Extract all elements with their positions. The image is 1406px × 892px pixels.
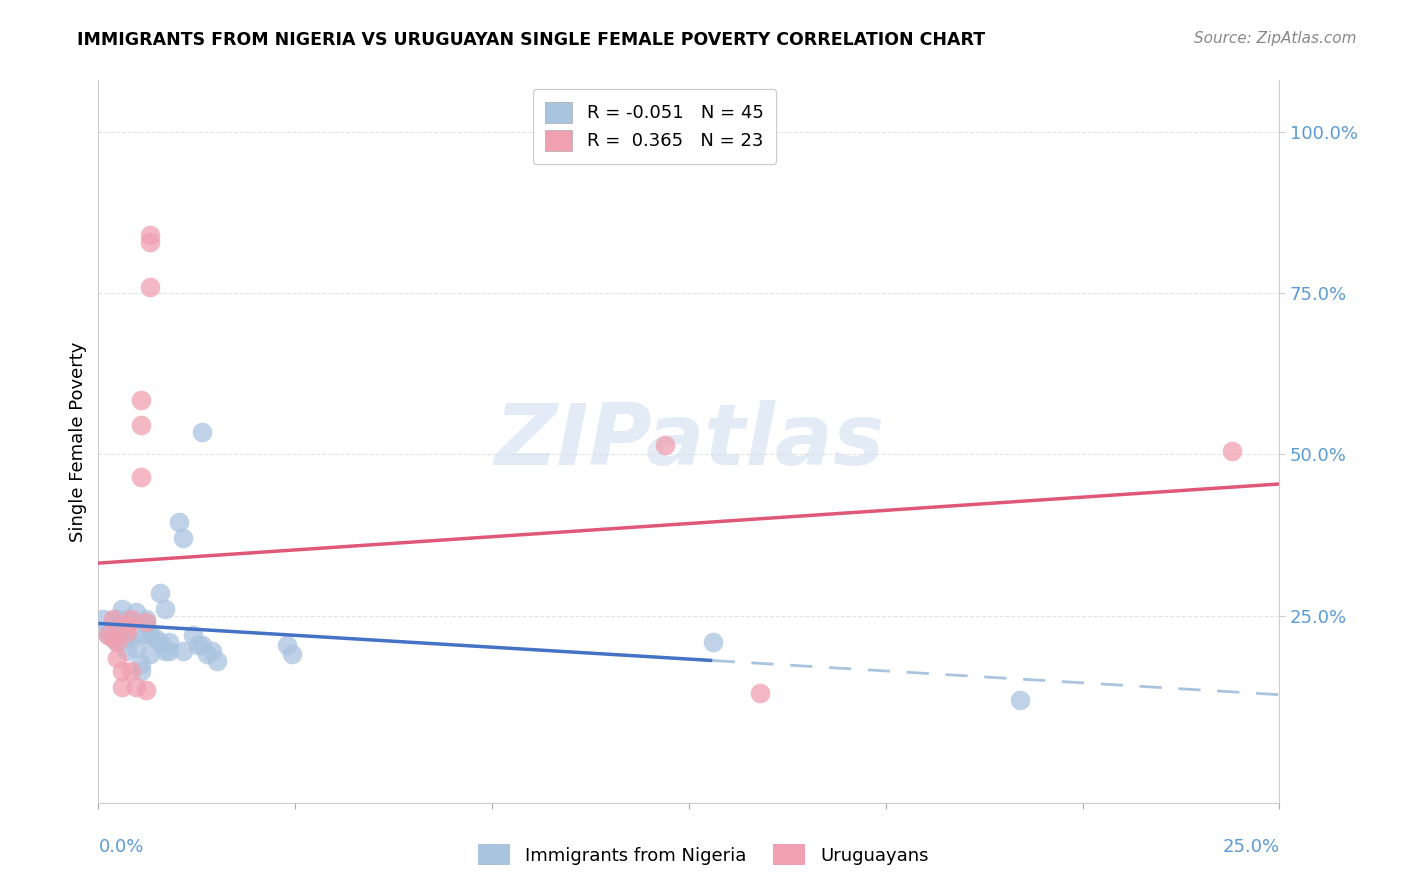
Point bbox=[195, 648, 218, 662]
Point bbox=[191, 638, 214, 652]
Point bbox=[135, 618, 157, 632]
Point bbox=[139, 235, 162, 249]
Point bbox=[121, 632, 143, 646]
Point bbox=[187, 638, 209, 652]
Point bbox=[205, 654, 228, 668]
Point bbox=[149, 586, 172, 600]
Point bbox=[181, 628, 204, 642]
Point bbox=[97, 622, 120, 636]
Text: Source: ZipAtlas.com: Source: ZipAtlas.com bbox=[1194, 31, 1357, 46]
Point bbox=[129, 470, 152, 484]
Point bbox=[101, 632, 124, 646]
Point bbox=[153, 602, 176, 616]
Point bbox=[157, 644, 180, 658]
Point bbox=[281, 648, 304, 662]
Point bbox=[115, 644, 138, 658]
Point bbox=[125, 640, 148, 655]
Point bbox=[157, 634, 180, 648]
Point bbox=[135, 682, 157, 697]
Point bbox=[654, 438, 676, 452]
Point bbox=[153, 644, 176, 658]
Point bbox=[149, 634, 172, 648]
Point bbox=[105, 650, 128, 665]
Point bbox=[139, 628, 162, 642]
Text: 0.0%: 0.0% bbox=[98, 838, 143, 856]
Text: IMMIGRANTS FROM NIGERIA VS URUGUAYAN SINGLE FEMALE POVERTY CORRELATION CHART: IMMIGRANTS FROM NIGERIA VS URUGUAYAN SIN… bbox=[77, 31, 986, 49]
Legend: R = -0.051   N = 45, R =  0.365   N = 23: R = -0.051 N = 45, R = 0.365 N = 23 bbox=[533, 89, 776, 163]
Point bbox=[172, 644, 194, 658]
Point bbox=[111, 618, 134, 632]
Text: ZIPatlas: ZIPatlas bbox=[494, 400, 884, 483]
Point bbox=[702, 634, 724, 648]
Point bbox=[143, 632, 166, 646]
Point bbox=[105, 634, 128, 648]
Point bbox=[101, 612, 124, 626]
Point bbox=[129, 664, 152, 678]
Point bbox=[111, 624, 134, 639]
Point bbox=[97, 628, 120, 642]
Point bbox=[748, 686, 770, 700]
Point bbox=[115, 618, 138, 632]
Point bbox=[121, 612, 143, 626]
Point bbox=[125, 606, 148, 620]
Point bbox=[135, 628, 157, 642]
Point bbox=[115, 628, 138, 642]
Point bbox=[101, 632, 124, 646]
Point bbox=[101, 615, 124, 630]
Point bbox=[1008, 692, 1031, 706]
Point bbox=[105, 634, 128, 648]
Text: 25.0%: 25.0% bbox=[1222, 838, 1279, 856]
Point bbox=[139, 648, 162, 662]
Point bbox=[139, 279, 162, 293]
Point bbox=[191, 425, 214, 439]
Point bbox=[1220, 444, 1243, 458]
Point bbox=[111, 602, 134, 616]
Point bbox=[115, 612, 138, 626]
Point bbox=[201, 644, 224, 658]
Point bbox=[167, 515, 190, 529]
Point bbox=[135, 615, 157, 630]
Point bbox=[129, 657, 152, 672]
Point bbox=[115, 624, 138, 639]
Point bbox=[91, 612, 114, 626]
Point bbox=[121, 664, 143, 678]
Point bbox=[105, 612, 128, 626]
Point bbox=[129, 392, 152, 407]
Point bbox=[125, 680, 148, 694]
Point bbox=[135, 612, 157, 626]
Point bbox=[111, 680, 134, 694]
Legend: Immigrants from Nigeria, Uruguayans: Immigrants from Nigeria, Uruguayans bbox=[468, 835, 938, 874]
Point bbox=[129, 418, 152, 433]
Point bbox=[172, 531, 194, 545]
Point bbox=[97, 628, 120, 642]
Point bbox=[121, 615, 143, 630]
Point bbox=[111, 664, 134, 678]
Point bbox=[276, 638, 298, 652]
Y-axis label: Single Female Poverty: Single Female Poverty bbox=[69, 342, 87, 541]
Point bbox=[139, 228, 162, 243]
